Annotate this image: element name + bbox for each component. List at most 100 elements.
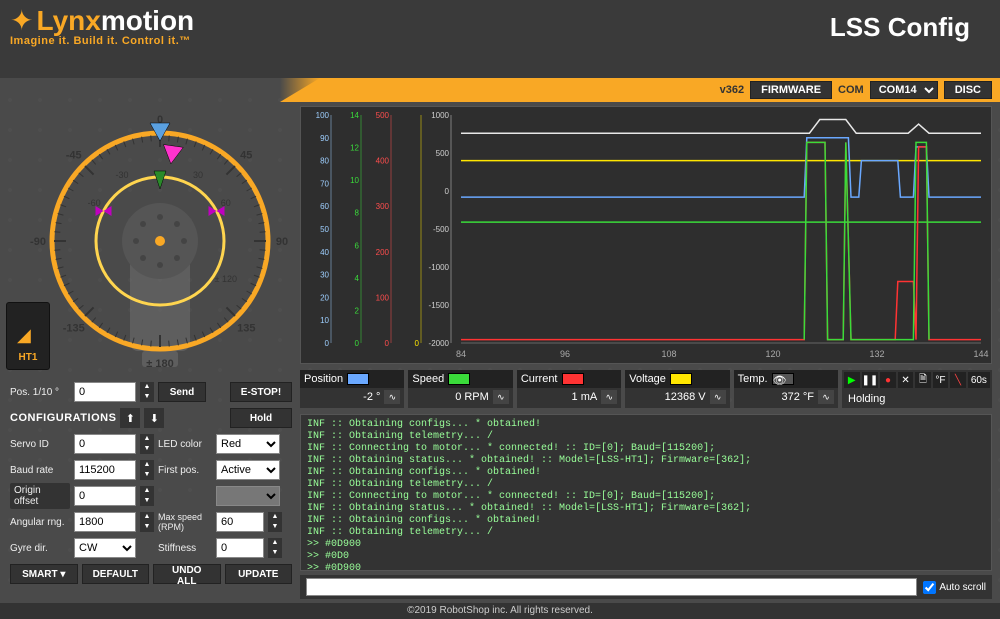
svg-text:100: 100 <box>316 111 330 120</box>
header: ✦ Lynxmotion Imagine it. Build it. Contr… <box>0 0 1000 78</box>
play-button[interactable]: ▶ <box>844 372 859 388</box>
app-title: LSS Config <box>830 12 970 43</box>
svg-text:50: 50 <box>320 225 329 234</box>
svg-text:90: 90 <box>276 236 288 248</box>
gyre-select[interactable]: CW <box>74 538 136 558</box>
led-label: LED color <box>158 439 212 450</box>
export-button[interactable]: 🗎 <box>915 372 930 388</box>
maxspeed-input[interactable] <box>216 512 264 532</box>
svg-text:40: 40 <box>320 248 329 257</box>
svg-text:80: 80 <box>320 157 329 166</box>
ang-input[interactable] <box>74 512 136 532</box>
servo-model-badge: ◢ HT1 <box>6 302 50 370</box>
position-dial[interactable]: 04590135± 180-135-90-453060± 120-60-30 ◢… <box>10 106 290 376</box>
disconnect-button[interactable]: DISC <box>944 81 992 99</box>
current-swatch-icon <box>562 373 584 385</box>
command-input[interactable] <box>306 578 917 596</box>
servoid-label: Servo ID <box>10 439 70 450</box>
hold-button[interactable]: Hold <box>230 408 292 428</box>
estop-button[interactable]: E-STOP! <box>230 382 292 402</box>
svg-text:0: 0 <box>325 339 330 348</box>
upload-config-icon[interactable]: ⬆ <box>120 408 140 428</box>
stiff-input[interactable] <box>216 538 264 558</box>
badge-icon: ◢ <box>17 325 31 346</box>
close-button[interactable]: ✕ <box>898 372 913 388</box>
position-swatch-icon <box>347 373 369 385</box>
chart-svg: 1009080706050403020100141210864205004003… <box>301 107 991 363</box>
svg-text:-500: -500 <box>433 225 450 234</box>
svg-text:6: 6 <box>355 241 360 250</box>
dial-svg: 04590135± 180-135-90-453060± 120-60-30 <box>10 106 290 376</box>
svg-text:10: 10 <box>320 316 329 325</box>
record-button[interactable]: ● <box>880 372 895 388</box>
status-text: Holding <box>842 390 992 408</box>
unit-toggle-button[interactable]: °F <box>933 372 948 388</box>
firmware-button[interactable]: FIRMWARE <box>750 81 832 99</box>
default-button[interactable]: DEFAULT <box>82 564 150 584</box>
telem-voltage: Voltage 12368 V∿ <box>625 370 729 408</box>
smart-button[interactable]: SMART ▾ <box>10 564 78 584</box>
telem-speed-label: Speed <box>412 373 444 385</box>
svg-text:60: 60 <box>221 198 231 208</box>
telemetry-chart: 1009080706050403020100141210864205004003… <box>300 106 992 364</box>
com-select[interactable]: COM14 <box>870 81 938 99</box>
ang-spinner[interactable]: ▲▼ <box>140 512 154 532</box>
svg-text:-135: -135 <box>63 322 85 334</box>
led-select[interactable]: Red <box>216 434 280 454</box>
logo-star-icon: ✦ <box>10 5 33 36</box>
svg-text:± 120: ± 120 <box>215 274 237 284</box>
trend-icon[interactable]: ╲ <box>950 372 965 388</box>
telem-current: Current 1 mA∿ <box>517 370 621 408</box>
origin-spinner[interactable]: ▲▼ <box>140 486 154 506</box>
svg-text:135: 135 <box>237 322 255 334</box>
svg-text:-45: -45 <box>66 150 82 162</box>
svg-text:-1500: -1500 <box>429 301 450 310</box>
firstpos-select[interactable]: Active <box>216 460 280 480</box>
svg-text:84: 84 <box>456 349 466 359</box>
svg-text:0: 0 <box>355 339 360 348</box>
svg-text:4: 4 <box>355 274 360 283</box>
pos-label: Pos. 1/10 ° <box>10 387 70 398</box>
update-button[interactable]: UPDATE <box>225 564 293 584</box>
svg-text:12: 12 <box>350 144 359 153</box>
command-strip: Auto scroll <box>300 575 992 599</box>
wave-icon[interactable]: ∿ <box>710 390 726 404</box>
wave-icon[interactable]: ∿ <box>384 390 400 404</box>
telem-voltage-value: 12368 V <box>665 391 706 403</box>
send-button[interactable]: Send <box>158 382 206 402</box>
svg-text:-2000: -2000 <box>429 339 450 348</box>
svg-text:70: 70 <box>320 179 329 188</box>
baud-input[interactable] <box>74 460 136 480</box>
speed-swatch-icon <box>448 373 470 385</box>
svg-text:14: 14 <box>350 111 359 120</box>
autoscroll-checkbox[interactable]: Auto scroll <box>923 581 986 594</box>
position-input[interactable] <box>74 382 136 402</box>
download-config-icon[interactable]: ⬇ <box>144 408 164 428</box>
position-spinner[interactable]: ▲▼ <box>140 382 154 402</box>
svg-text:30: 30 <box>193 170 203 180</box>
servoid-input[interactable] <box>74 434 136 454</box>
svg-text:± 180: ± 180 <box>146 358 173 370</box>
svg-text:45: 45 <box>240 150 252 162</box>
maxspeed-spinner[interactable]: ▲▼ <box>268 512 282 532</box>
svg-text:0: 0 <box>415 339 420 348</box>
logo: ✦ Lynxmotion Imagine it. Build it. Contr… <box>10 4 194 47</box>
svg-text:60: 60 <box>320 202 329 211</box>
stiff-spinner[interactable]: ▲▼ <box>268 538 282 558</box>
pause-button[interactable]: ❚❚ <box>862 372 879 388</box>
duration-label: 60s <box>968 372 990 388</box>
svg-text:132: 132 <box>869 349 884 359</box>
telem-position-value: -2 ° <box>363 391 380 403</box>
svg-text:0: 0 <box>445 187 450 196</box>
servoid-spinner[interactable]: ▲▼ <box>140 434 154 454</box>
baud-spinner[interactable]: ▲▼ <box>140 460 154 480</box>
undo-button[interactable]: UNDO ALL <box>153 564 221 584</box>
wave-icon[interactable]: ∿ <box>601 390 617 404</box>
svg-text:-30: -30 <box>115 170 128 180</box>
svg-text:20: 20 <box>320 293 329 302</box>
svg-text:10: 10 <box>350 176 359 185</box>
wave-icon[interactable]: ∿ <box>493 390 509 404</box>
wave-icon[interactable]: ∿ <box>818 390 834 404</box>
origin-input[interactable] <box>74 486 136 506</box>
autoscroll-input[interactable] <box>923 581 936 594</box>
